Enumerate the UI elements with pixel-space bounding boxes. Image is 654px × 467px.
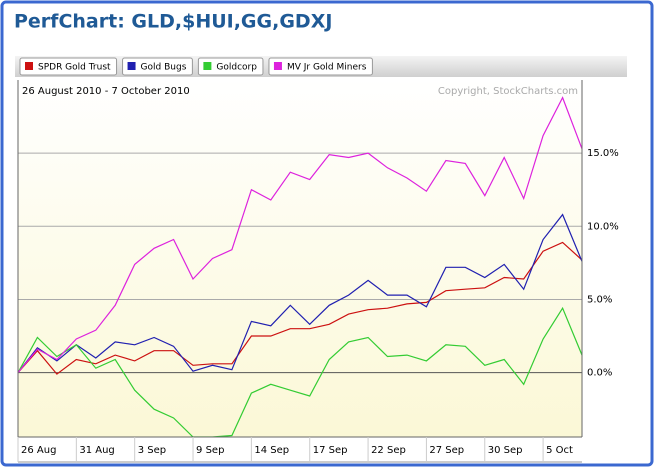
x-tick-label: 30 Sep [488, 445, 523, 456]
series-line [18, 213, 582, 373]
y-tick-label: 0.0% [587, 368, 612, 379]
y-tick-label: 5.0% [587, 294, 612, 305]
x-tick-label: 22 Sep [371, 445, 406, 456]
x-tick-label: 26 Aug [21, 445, 56, 456]
legend-item [122, 57, 193, 76]
x-tick-label: 27 Sep [429, 445, 464, 456]
copyright: Copyright, StockCharts.com [438, 86, 578, 97]
series-line [18, 306, 582, 437]
legend-swatch [273, 62, 282, 70]
series-line [18, 96, 582, 373]
y-tick-label: 10.0% [587, 221, 619, 232]
legend-swatch [25, 62, 33, 70]
legend-swatch [127, 62, 136, 70]
legend-label: MV Jr Gold Miners [287, 63, 367, 73]
legend-label: SPDR Gold Trust [38, 63, 111, 73]
x-tick-label: 9 Sep [196, 445, 224, 456]
chart-title: PerfChart: GLD,$HUI,GG,GDXJ [14, 11, 332, 33]
subtitle: 26 August 2010 - 7 October 2010 [22, 86, 190, 97]
y-tick-label: 15.0% [587, 148, 619, 159]
x-tick-label: 5 Oct [546, 445, 573, 456]
x-tick-label: 17 Sep [313, 445, 348, 456]
legend-swatch [203, 62, 212, 70]
legend-label: Gold Bugs [141, 63, 187, 73]
legend-label: Goldcorp [216, 63, 257, 73]
legend-item [197, 57, 264, 76]
x-tick-label: 3 Sep [138, 445, 166, 456]
plot-area [18, 80, 582, 437]
x-tick-label: 31 Aug [79, 445, 114, 456]
series-line [18, 241, 582, 375]
legend-item [19, 57, 118, 76]
legend-item [268, 57, 373, 76]
series-group [18, 96, 582, 437]
x-tick-label: 14 Sep [254, 445, 289, 456]
